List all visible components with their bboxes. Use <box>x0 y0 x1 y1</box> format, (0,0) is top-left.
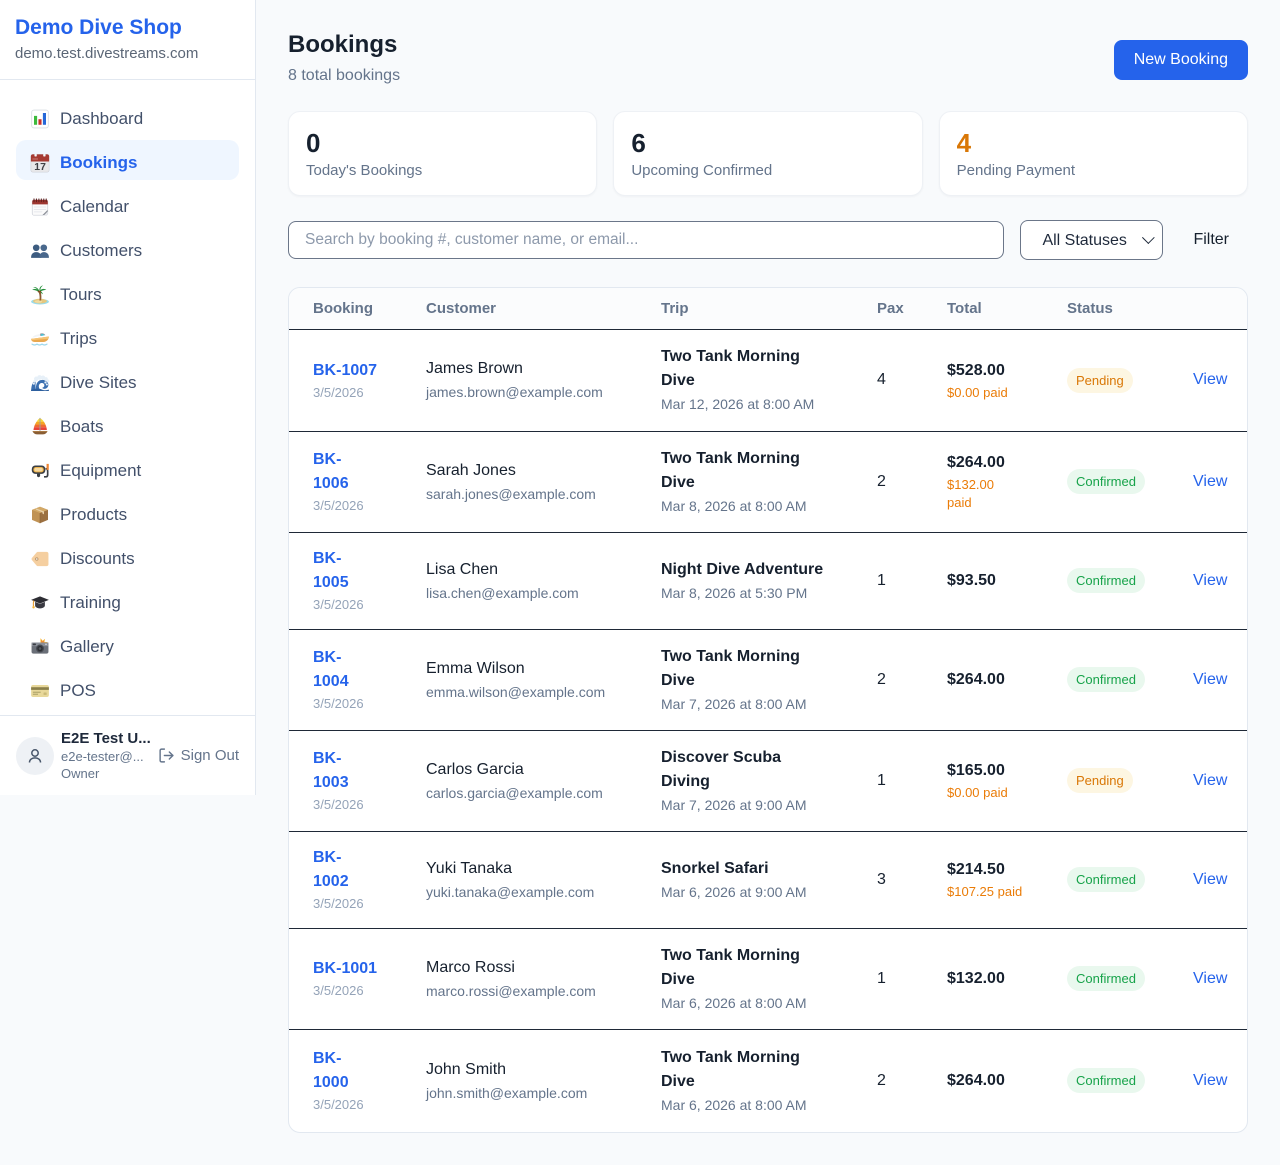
svg-text:17: 17 <box>34 162 46 173</box>
